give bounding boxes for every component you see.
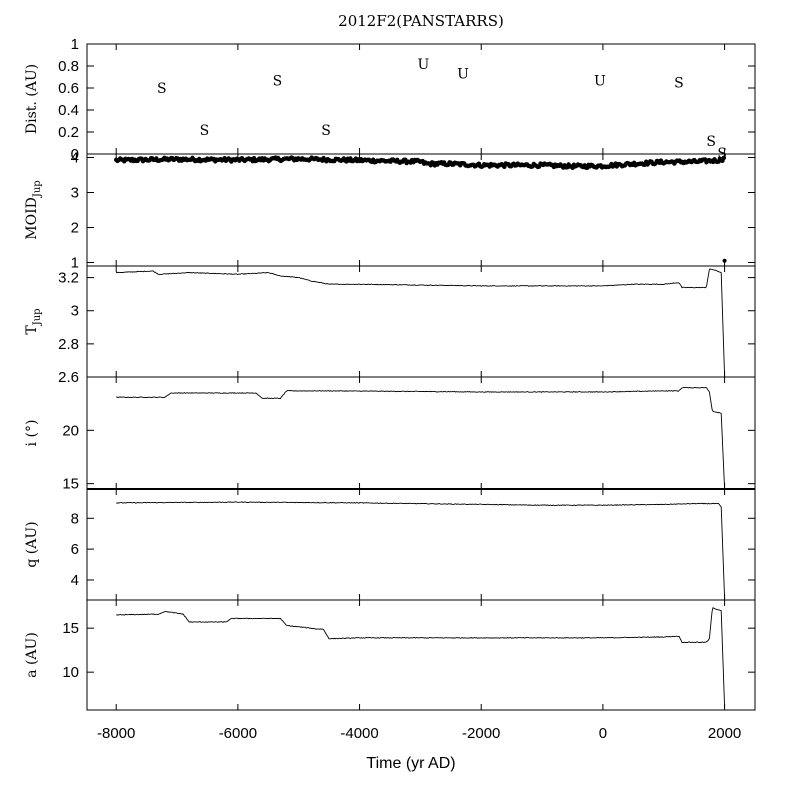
ytick-label-dist-3: 0.6: [58, 80, 79, 97]
xtick-label-0: -8000: [97, 725, 135, 742]
moid-series: [114, 155, 727, 263]
y-axis-label-text-incl: i (°): [24, 420, 40, 447]
series-line-a: [116, 607, 726, 708]
ytick-label-tjup-1: 2.8: [58, 336, 79, 353]
encounter-label-4: U: [418, 57, 430, 73]
encounter-label-6: U: [594, 73, 606, 89]
y-axis-label-sub-tjup: Jup: [32, 308, 43, 326]
ytick-label-incl-0: 15: [62, 476, 79, 493]
moid-point-outlier: [722, 258, 727, 263]
ytick-label-dist-1: 0.2: [58, 124, 79, 141]
ytick-label-q-0: 4: [71, 572, 79, 589]
encounter-label-0: S: [157, 81, 167, 97]
panel-a: 10 15 a (AU): [24, 599, 756, 711]
encounter-label-3: S: [321, 123, 331, 139]
x-ticks-layer: -8000 -6000 -4000 -2000 0 2000: [97, 725, 741, 742]
ytick-label-moid-2: 3: [71, 185, 79, 202]
ytick-label-a-0: 10: [62, 664, 79, 681]
xtick-label-1: -6000: [219, 725, 257, 742]
chart-title: 2012F2(PANSTARRS): [338, 12, 504, 30]
xtick-label-4: 0: [599, 725, 607, 742]
xtick-label-3: -2000: [462, 725, 500, 742]
y-axis-label-tjup: TJup: [24, 308, 43, 334]
x-axis-label: Time (yr AD): [366, 755, 455, 772]
encounter-label-7: S: [674, 76, 684, 92]
y-axis-label-text-q: q (AU): [24, 521, 40, 567]
ytick-label-moid-3: 4: [71, 150, 79, 167]
y-axis-label-a: a (AU): [24, 632, 40, 678]
ytick-label-a-1: 15: [62, 620, 79, 637]
panel-tjup: 2.6 2.8 3 3.2 TJup: [24, 265, 756, 386]
ytick-label-tjup-2: 3: [71, 303, 79, 320]
y-axis-label-sub-moid: Jup: [32, 180, 43, 198]
y-axis-label-incl: i (°): [24, 420, 40, 447]
y-axis-label-moid: MOIDJup: [24, 180, 43, 239]
ytick-label-dist-0: 0: [71, 146, 79, 163]
xtick-label-2: -4000: [340, 725, 378, 742]
series-line-incl: [116, 386, 726, 490]
panel-incl: 15 20 i (°): [24, 376, 756, 493]
y-axis-label-q: q (AU): [24, 521, 40, 567]
ytick-label-q-1: 6: [71, 541, 79, 558]
ytick-label-tjup-0: 2.6: [58, 369, 79, 386]
y-axis-label-text-moid: MOID: [24, 197, 40, 240]
series-line-q: [116, 501, 726, 599]
y-axis-label-text-a: a (AU): [24, 632, 40, 678]
y-axis-label-text-dist: Dist. (AU): [24, 64, 40, 134]
series-line-tjup: [115, 268, 726, 378]
ytick-label-q-2: 8: [71, 510, 79, 527]
ytick-label-moid-1: 2: [71, 220, 79, 237]
moid-point: [721, 155, 727, 161]
y-axis-label-dist: Dist. (AU): [24, 64, 40, 134]
encounter-label-2: S: [273, 73, 283, 89]
xtick-label-5: 2000: [708, 725, 741, 742]
ytick-label-moid-0: 1: [71, 255, 79, 272]
encounter-label-1: S: [200, 123, 210, 139]
ytick-label-incl-1: 20: [62, 422, 79, 439]
ytick-label-dist-2: 0.4: [58, 102, 79, 119]
panel-moid: 1 2 3 4 MOIDJup: [24, 150, 756, 272]
encounter-label-8: S: [706, 134, 716, 150]
y-axis-label-text-tjup: T: [24, 325, 40, 335]
panel-frame-a: [86, 599, 756, 711]
encounter-label-5: U: [457, 67, 469, 83]
ytick-label-dist-5: 1: [71, 36, 79, 53]
ytick-label-tjup-3: 3.2: [58, 270, 79, 287]
ytick-label-dist-4: 0.8: [58, 58, 79, 75]
